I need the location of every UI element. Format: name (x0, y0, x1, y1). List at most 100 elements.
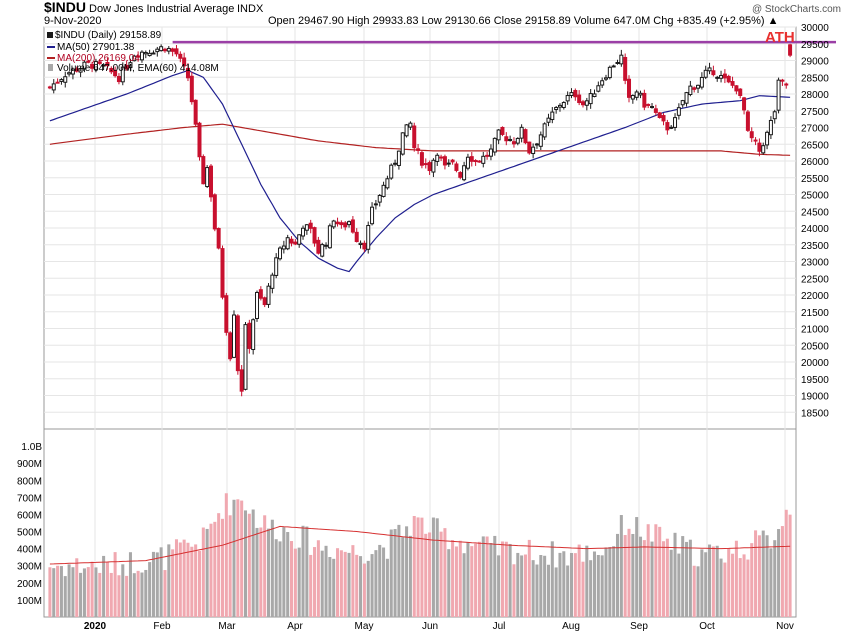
candle-body (596, 85, 601, 92)
candle-body (435, 154, 440, 162)
volume-bar (393, 529, 397, 617)
candle-body (657, 112, 662, 119)
legend-ma200: MA(200) 26169.04 (57, 53, 140, 64)
candle-body (592, 93, 597, 98)
volume-bar (328, 557, 332, 617)
candle-body (120, 66, 125, 83)
volume-bar (504, 541, 508, 617)
candle-body (324, 244, 329, 247)
volume-bar (589, 560, 593, 617)
candle-body (166, 47, 171, 52)
candle-body (370, 206, 375, 225)
volume-bar (474, 543, 478, 617)
volume-bar (270, 519, 274, 617)
volume-bar (447, 549, 451, 617)
volume-bar (186, 542, 190, 617)
candle-body (189, 75, 194, 103)
volume-bar (370, 554, 374, 617)
volume-bar (121, 564, 125, 617)
volume-bar (734, 540, 738, 617)
candle-body (584, 100, 589, 106)
candle-body (504, 136, 509, 142)
candle-body (128, 62, 133, 69)
candle-body (274, 257, 279, 276)
price-tick: 28000 (801, 90, 829, 101)
volume-bar (623, 535, 627, 617)
candle-body (289, 238, 294, 244)
candle-body (193, 99, 198, 125)
candle-body (373, 203, 378, 206)
volume-bar (638, 536, 643, 617)
candle-body (136, 55, 141, 58)
candle-body (653, 108, 658, 113)
legend: $INDU (Daily) 29158.89 MA(50) 27901.38 M… (47, 30, 219, 74)
volume-bar (535, 564, 539, 617)
volume-bar (723, 562, 727, 617)
volume-bar (232, 499, 236, 617)
volume-bar (63, 576, 67, 617)
candle-body (366, 225, 371, 250)
volume-bar (190, 546, 194, 617)
volume-bar (527, 539, 531, 617)
price-tick: 27500 (801, 107, 829, 118)
time-tick: Feb (153, 621, 171, 632)
volume-bar (493, 535, 497, 617)
time-tick: Jun (422, 621, 438, 632)
volume-bar (182, 539, 186, 617)
volume-bar (159, 547, 163, 617)
candle-body (408, 122, 413, 128)
volume-bar (573, 553, 577, 617)
candle-body (565, 95, 570, 102)
volume-bar (788, 514, 792, 617)
volume-bar (255, 527, 259, 617)
volume-bar (389, 529, 393, 617)
time-tick: Jul (493, 621, 506, 632)
candle-body (308, 222, 313, 229)
volume-bar (109, 572, 113, 617)
volume-bar (313, 547, 317, 617)
candle-body (600, 80, 605, 86)
candle-body (465, 156, 470, 169)
candle-body (281, 245, 286, 250)
candle-body (523, 129, 528, 144)
candle-body (201, 156, 206, 185)
volume-bar (481, 536, 485, 617)
candle-body (139, 51, 144, 61)
time-tick: Aug (562, 621, 580, 632)
candle-body (285, 237, 290, 250)
candle-body (174, 48, 179, 55)
candle-body (427, 162, 432, 172)
price-tick: 21000 (801, 325, 829, 336)
candle-body (278, 247, 283, 260)
date-label: 9-Nov-2020 (44, 15, 101, 27)
candle-body (208, 165, 213, 198)
candle-body (650, 106, 655, 109)
brand-label[interactable]: @ StockCharts.com (752, 4, 841, 15)
candle-body (500, 126, 505, 135)
price-tick: 24000 (801, 224, 829, 235)
volume-bar (773, 540, 777, 617)
candle-body (715, 76, 720, 79)
symbol-title: $INDU (44, 0, 86, 15)
volume-bar (604, 547, 608, 617)
price-tick: 21500 (801, 308, 829, 319)
candle-body (228, 332, 233, 360)
candle-body (619, 54, 624, 65)
candle-body (109, 68, 114, 73)
volume-bar (178, 542, 182, 617)
candle-body (86, 60, 91, 63)
candle-body (182, 57, 187, 67)
candle-body (312, 227, 317, 244)
price-tick: 19500 (801, 375, 829, 386)
candle-body (331, 220, 336, 228)
volume-bar (75, 558, 79, 617)
candle-body (627, 78, 632, 98)
candle-body (90, 63, 95, 69)
price-tick: 18500 (801, 408, 829, 419)
volume-bar (113, 552, 117, 617)
quote-line: Open 29467.90 High 29933.83 Low 29130.66… (268, 15, 779, 27)
volume-bar (224, 493, 228, 617)
volume-bar (692, 565, 696, 617)
candle-body (780, 79, 785, 82)
candle-body (711, 70, 716, 76)
